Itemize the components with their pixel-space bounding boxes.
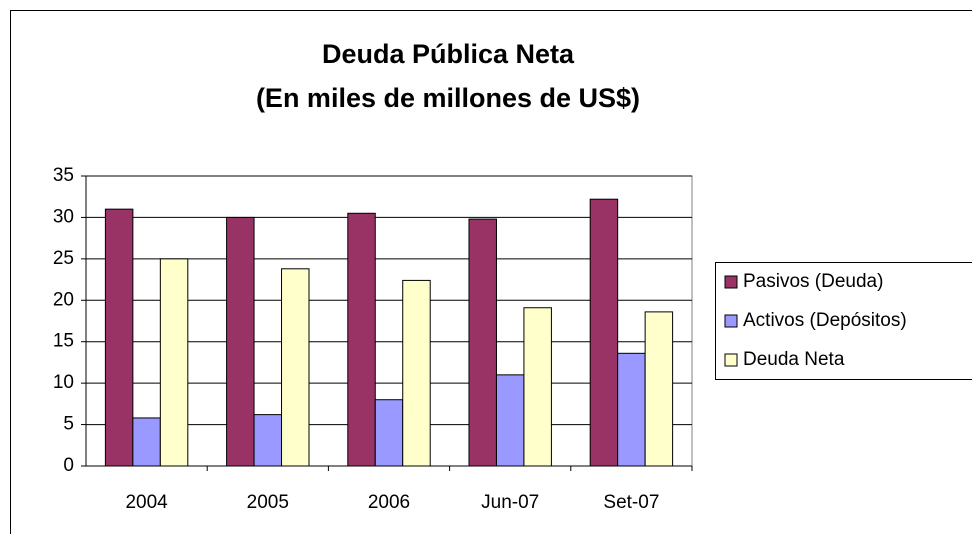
bar xyxy=(523,307,552,467)
x-tick-label: 2006 xyxy=(368,492,410,513)
y-tick-label: 20 xyxy=(53,289,74,310)
bar xyxy=(253,414,283,467)
bar xyxy=(159,258,189,467)
x-tick-label: 2004 xyxy=(125,492,168,513)
bar xyxy=(226,216,255,467)
x-tick-label: Set-07 xyxy=(603,492,659,513)
bar xyxy=(281,268,310,467)
bar xyxy=(402,279,431,467)
legend-swatch xyxy=(724,353,738,367)
legend-swatch xyxy=(724,275,738,289)
y-tick-label: 5 xyxy=(63,414,74,435)
chart-subtitle: (En miles de millones de US$) xyxy=(256,83,640,113)
bar xyxy=(617,352,646,467)
legend-label: Activos (Depósitos) xyxy=(743,310,907,331)
legend-swatch xyxy=(724,314,738,328)
y-tick-label: 25 xyxy=(53,248,74,269)
legend-label: Pasivos (Deuda) xyxy=(743,271,883,292)
y-tick-label: 10 xyxy=(53,372,74,393)
bar xyxy=(347,212,376,467)
bar xyxy=(589,198,619,467)
bar xyxy=(374,399,404,467)
chart-title: Deuda Pública Neta xyxy=(322,39,575,69)
y-tick-label: 30 xyxy=(53,206,74,227)
y-tick-label: 35 xyxy=(53,165,74,186)
y-tick-label: 0 xyxy=(63,455,74,476)
bar xyxy=(495,374,525,467)
bar xyxy=(644,311,674,467)
y-tick-label: 15 xyxy=(53,331,74,352)
legend-label: Deuda Neta xyxy=(743,349,845,370)
bar xyxy=(132,417,161,467)
bar xyxy=(468,218,497,467)
legend-box xyxy=(715,262,972,380)
bar xyxy=(104,208,134,467)
x-tick-label: Jun-07 xyxy=(481,492,539,513)
x-tick-label: 2005 xyxy=(247,492,289,513)
